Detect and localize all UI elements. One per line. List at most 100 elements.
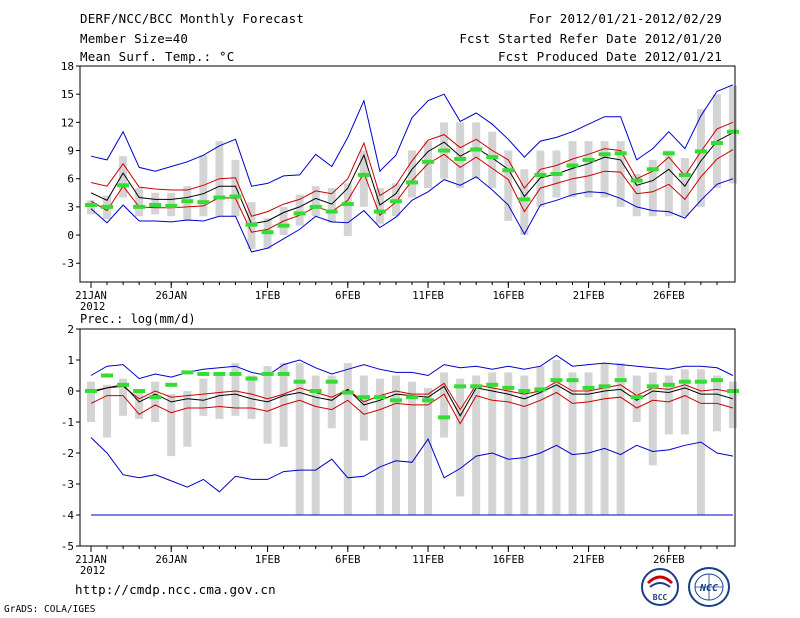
obs-marker-0-9 xyxy=(229,194,242,199)
obs-marker-1-1 xyxy=(101,373,114,378)
obs-marker-1-26 xyxy=(502,385,515,390)
bcc-logo-text: BCC xyxy=(653,593,668,602)
series-spread_upper-0 xyxy=(90,121,734,217)
box-1-26 xyxy=(504,372,513,515)
box-0-37 xyxy=(680,158,689,217)
obs-marker-0-24 xyxy=(470,147,483,152)
x-tick-label-1: 6FEB xyxy=(335,554,360,566)
obs-marker-1-40 xyxy=(727,389,739,393)
obs-marker-0-21 xyxy=(422,159,435,164)
y-tick-label-1: -5 xyxy=(61,540,74,553)
box-1-5 xyxy=(167,394,176,457)
obs-marker-0-19 xyxy=(389,199,402,204)
y-tick-label-1: 0 xyxy=(67,385,74,398)
obs-marker-1-38 xyxy=(694,379,707,384)
box-1-29 xyxy=(552,360,561,515)
y-tick-label-1: -1 xyxy=(61,416,74,429)
box-0-6 xyxy=(183,186,192,221)
box-1-14 xyxy=(311,375,320,515)
obs-marker-1-16 xyxy=(341,390,354,395)
box-1-7 xyxy=(199,378,208,416)
y-tick-label-1: 1 xyxy=(67,354,74,367)
box-1-15 xyxy=(327,375,336,429)
x-tick-label-0: 21JAN xyxy=(75,290,107,302)
box-0-34 xyxy=(632,174,641,217)
x-tick-label-0: 2012 xyxy=(80,301,105,313)
box-1-22 xyxy=(440,372,449,438)
obs-marker-0-36 xyxy=(662,151,675,156)
obs-marker-1-5 xyxy=(165,382,178,387)
x-tick-label-1: 21FEB xyxy=(573,554,605,566)
forecast-period: For 2012/01/21-2012/02/29 xyxy=(528,11,722,26)
obs-marker-1-0 xyxy=(85,389,97,393)
y-tick-label-0: 0 xyxy=(67,229,74,242)
series-spread_upper-1 xyxy=(90,381,734,411)
obs-marker-1-37 xyxy=(678,379,691,384)
obs-marker-1-19 xyxy=(389,398,402,403)
y-tick-label-0: 18 xyxy=(61,60,74,73)
obs-marker-1-27 xyxy=(518,389,531,393)
obs-marker-0-6 xyxy=(181,199,194,204)
obs-marker-0-37 xyxy=(678,172,691,177)
obs-marker-0-8 xyxy=(213,195,226,200)
y-tick-label-1: -2 xyxy=(61,447,74,460)
obs-marker-1-35 xyxy=(646,384,659,389)
box-0-23 xyxy=(456,122,465,189)
obs-marker-0-38 xyxy=(694,149,707,154)
box-1-35 xyxy=(648,372,657,466)
source-url[interactable]: http://cmdp.ncc.cma.gov.cn xyxy=(75,582,276,597)
obs-marker-0-30 xyxy=(566,163,579,168)
obs-marker-1-20 xyxy=(406,395,418,400)
y-tick-label-1: -4 xyxy=(61,509,75,522)
x-tick-label-0: 6FEB xyxy=(335,290,360,302)
obs-marker-0-35 xyxy=(646,167,659,172)
obs-marker-0-39 xyxy=(710,141,723,146)
box-1-23 xyxy=(456,378,465,497)
box-0-13 xyxy=(295,194,304,226)
x-tick-label-0: 16FEB xyxy=(492,290,524,302)
box-1-24 xyxy=(472,375,481,515)
box-0-21 xyxy=(424,141,433,189)
box-0-17 xyxy=(359,150,368,207)
box-1-10 xyxy=(247,375,256,419)
obs-marker-1-11 xyxy=(261,371,274,376)
plot-frame-1 xyxy=(79,328,736,547)
box-1-3 xyxy=(135,391,144,419)
obs-marker-1-28 xyxy=(534,387,547,392)
box-1-6 xyxy=(183,391,192,447)
box-0-30 xyxy=(568,141,577,198)
box-1-19 xyxy=(391,375,400,515)
box-0-16 xyxy=(343,183,352,236)
obs-marker-1-33 xyxy=(614,378,627,383)
box-1-2 xyxy=(119,378,128,416)
obs-marker-0-34 xyxy=(630,178,643,183)
obs-marker-0-7 xyxy=(197,200,210,205)
bcc-logo: BCC xyxy=(641,568,679,606)
box-1-28 xyxy=(536,366,545,515)
obs-marker-1-24 xyxy=(470,384,483,389)
obs-marker-0-2 xyxy=(117,183,130,188)
box-0-32 xyxy=(600,141,609,198)
box-0-3 xyxy=(135,188,144,217)
obs-marker-1-36 xyxy=(662,382,675,387)
box-0-15 xyxy=(327,188,336,223)
box-0-33 xyxy=(616,141,625,207)
obs-marker-1-8 xyxy=(213,371,226,376)
obs-marker-0-28 xyxy=(534,172,547,177)
box-1-27 xyxy=(520,375,529,515)
member-size: Member Size=40 xyxy=(80,31,189,46)
obs-marker-1-4 xyxy=(149,395,162,400)
box-1-31 xyxy=(584,372,593,515)
y-tick-label-1: -3 xyxy=(61,478,74,491)
obs-marker-1-6 xyxy=(181,370,194,375)
box-1-13 xyxy=(295,363,304,515)
obs-marker-1-34 xyxy=(630,395,643,400)
obs-marker-0-40 xyxy=(727,129,739,134)
obs-marker-0-0 xyxy=(85,202,97,207)
obs-marker-1-9 xyxy=(229,371,242,376)
obs-marker-1-23 xyxy=(454,384,467,389)
x-tick-label-1: 26FEB xyxy=(653,554,685,566)
y-tick-label-0: 9 xyxy=(67,145,74,158)
